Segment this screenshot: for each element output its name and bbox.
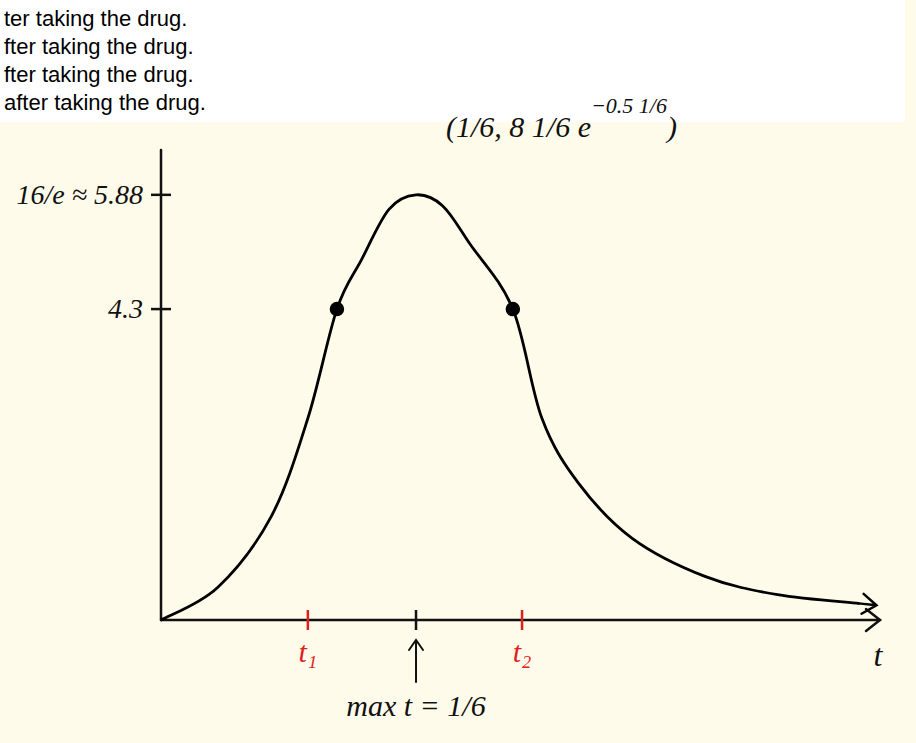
curve-arrow bbox=[859, 594, 877, 614]
document-line: fter taking the drug. bbox=[4, 34, 194, 59]
x-axis-arrow bbox=[866, 609, 880, 631]
x-tick bbox=[307, 610, 310, 630]
y-tick-label: 16/e ≈ 5.88 bbox=[16, 179, 143, 210]
document-line: fter taking the drug. bbox=[4, 62, 194, 87]
x-axis bbox=[161, 619, 880, 622]
x-tick-label: t₁ bbox=[298, 635, 317, 668]
y-tick bbox=[151, 308, 171, 311]
tick-arrow bbox=[409, 640, 423, 682]
document-line: after taking the drug. bbox=[4, 90, 206, 115]
annotation-close: ) bbox=[665, 110, 677, 144]
curve bbox=[161, 195, 859, 620]
x-tick bbox=[415, 610, 418, 630]
y-tick-label: 4.3 bbox=[108, 293, 143, 324]
x-tick-label: max t = 1/6 bbox=[346, 689, 485, 722]
x-tick bbox=[521, 610, 524, 630]
page: ter taking the drug. fter taking the drug… bbox=[0, 0, 916, 743]
annotation-exponent: −0.5 1/6 bbox=[591, 93, 667, 118]
y-tick bbox=[151, 194, 171, 197]
point-annotation: (1/6, 8 1/6 e−0.5 1/6) bbox=[446, 93, 677, 144]
annotation-text: (1/6, 8 1/6 e bbox=[446, 110, 591, 144]
document-line: ter taking the drug. bbox=[4, 6, 187, 31]
dot bbox=[330, 303, 343, 316]
x-axis-label: t bbox=[874, 637, 884, 673]
dot bbox=[506, 303, 519, 316]
document-strip bbox=[0, 0, 905, 122]
plot-area bbox=[161, 195, 859, 620]
y-axis bbox=[160, 150, 163, 620]
x-tick-label: t₂ bbox=[513, 635, 532, 668]
background bbox=[0, 0, 916, 743]
